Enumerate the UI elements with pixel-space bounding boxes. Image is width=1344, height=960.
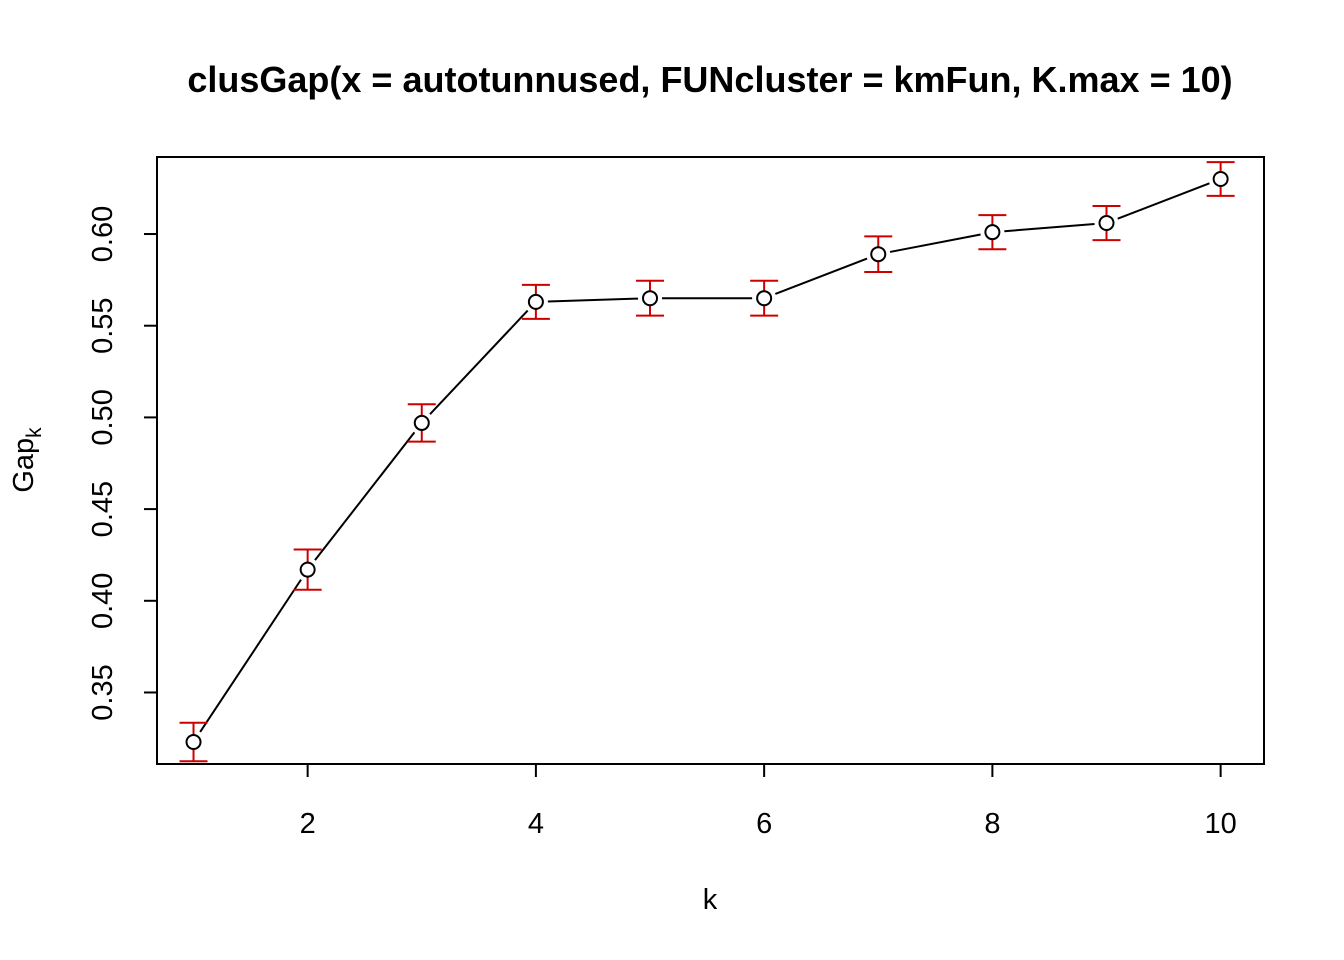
y-axis-label-main: Gap: [8, 438, 40, 493]
y-tick-label: 0.55: [87, 297, 119, 353]
x-tick-label: 10: [1205, 808, 1237, 840]
x-tick-label: 6: [756, 808, 772, 840]
y-axis: 0.35 0.40 0.45 0.50 0.55 0.60: [87, 206, 157, 721]
plot-frame: [156, 156, 1265, 765]
x-tick-label: 8: [984, 808, 1000, 840]
data-point: [1212, 171, 1229, 188]
x-axis: 2 4 6 8 10: [300, 764, 1237, 840]
y-tick-label: 0.40: [87, 573, 119, 629]
x-tick-label: 4: [528, 808, 544, 840]
y-axis-label-subscript: k: [23, 427, 46, 438]
data-point: [642, 290, 659, 307]
y-tick-label: 0.45: [87, 481, 119, 537]
series-segment: [314, 431, 416, 561]
series-segment: [199, 579, 302, 733]
x-tick-label: 2: [300, 808, 316, 840]
y-tick-label: 0.50: [87, 389, 119, 445]
x-axis-label: k: [703, 884, 718, 916]
data-point: [299, 561, 316, 578]
series-segment: [429, 309, 529, 415]
data-point: [756, 290, 773, 307]
data-point: [413, 414, 430, 431]
y-tick-label: 0.35: [87, 664, 119, 720]
data-point: [527, 293, 544, 310]
data-point: [984, 224, 1001, 241]
error-bars: [179, 161, 1235, 763]
series-segment: [1117, 182, 1210, 220]
data-point: [1098, 215, 1115, 232]
data-points: [185, 171, 1229, 750]
chart-title: clusGap(x = autotunnused, FUNcluster = k…: [187, 59, 1232, 100]
y-axis-label: Gapk: [8, 427, 46, 493]
y-tick-label: 0.60: [87, 206, 119, 262]
series-segment: [547, 297, 639, 303]
series-segment: [889, 233, 981, 253]
gap-series-line: [199, 182, 1210, 733]
data-point: [185, 733, 202, 750]
data-point: [870, 246, 887, 263]
series-segment: [774, 257, 868, 295]
series-segment: [1004, 222, 1095, 233]
